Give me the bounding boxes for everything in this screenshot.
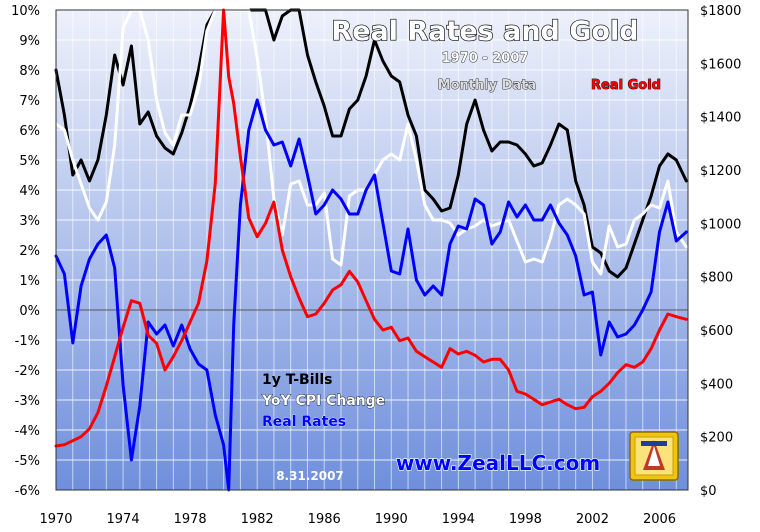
left-tick-label: 4% <box>19 184 40 199</box>
right-tick-label: $800 <box>700 271 733 286</box>
real-gold-series-line <box>54 8 688 448</box>
left-tick-label: -5% <box>15 454 40 469</box>
real-rates-series-line <box>54 98 688 492</box>
x-axis-ticks: 1970 1974 1978 1982 1986 1990 1994 1998 2002 2006 <box>39 512 676 527</box>
website-link[interactable]: www.ZealLLC.com <box>395 450 601 475</box>
left-axis-ticks: 10% 9% 8% 7% 6% 5% 4% 3% 2% 1% 0% -1% -2% -3% -4% -5% -6… <box>11 4 40 499</box>
x-tick-label: 1998 <box>509 512 542 527</box>
left-tick-label: 8% <box>19 64 40 79</box>
x-tick-label: 1982 <box>241 512 274 527</box>
left-tick-label: 3% <box>19 214 40 229</box>
left-tick-label: 1% <box>19 274 40 289</box>
date-stamp: 8.31.2007 <box>276 469 344 483</box>
right-tick-label: $1600 <box>700 57 741 72</box>
left-tick-label: 7% <box>19 94 40 109</box>
right-tick-label: $400 <box>700 377 733 392</box>
left-tick-label: 10% <box>11 4 40 19</box>
x-tick-label: 1986 <box>308 512 341 527</box>
left-tick-label: -3% <box>15 394 40 409</box>
x-tick-label: 1970 <box>39 512 72 527</box>
left-tick-label: 6% <box>19 124 40 139</box>
x-tick-label: 1974 <box>107 512 140 527</box>
x-tick-label: 2002 <box>576 512 609 527</box>
left-tick-label: 0% <box>19 304 40 319</box>
legend-cpi: YoY CPI Change <box>261 393 385 409</box>
right-tick-label: $1400 <box>700 111 741 126</box>
right-tick-label: $200 <box>700 431 733 446</box>
series-layer <box>54 8 688 492</box>
x-tick-label: 1994 <box>442 512 475 527</box>
left-tick-label: -4% <box>15 424 40 439</box>
right-tick-label: $600 <box>700 324 733 339</box>
zeal-logo-icon <box>629 431 679 481</box>
left-tick-label: -1% <box>15 334 40 349</box>
chart-title: Real Rates and Gold <box>331 16 638 47</box>
left-tick-label: 5% <box>19 154 40 169</box>
monthly-data-label: Monthly Data <box>438 78 537 93</box>
legend-tbills: 1y T-Bills <box>262 372 332 388</box>
right-tick-label: $1000 <box>700 217 741 232</box>
right-tick-label: $0 <box>700 484 717 499</box>
right-tick-label: $1800 <box>700 4 741 19</box>
x-tick-label: 2006 <box>643 512 676 527</box>
real-gold-legend: Real Gold <box>591 78 661 93</box>
plot-border <box>55 9 689 491</box>
left-tick-label: -6% <box>15 484 40 499</box>
tbills-series-line <box>54 8 688 279</box>
chart-subtitle: 1970 - 2007 <box>442 51 529 66</box>
left-tick-label: 9% <box>19 34 40 49</box>
right-axis-ticks: $1800 $1600 $1400 $1200 $1000 $800 $600 $400 $20… <box>700 4 741 499</box>
legend-real-rates: Real Rates <box>262 414 346 430</box>
x-tick-label: 1978 <box>174 512 207 527</box>
left-tick-label: -2% <box>15 364 40 379</box>
left-tick-label: 2% <box>19 244 40 259</box>
right-tick-label: $1200 <box>700 164 741 179</box>
x-tick-label: 1990 <box>375 512 408 527</box>
